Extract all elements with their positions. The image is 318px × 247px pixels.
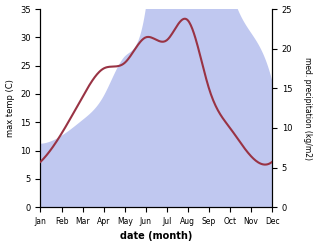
X-axis label: date (month): date (month) (120, 231, 192, 242)
Y-axis label: max temp (C): max temp (C) (5, 79, 15, 137)
Y-axis label: med. precipitation (kg/m2): med. precipitation (kg/m2) (303, 57, 313, 160)
